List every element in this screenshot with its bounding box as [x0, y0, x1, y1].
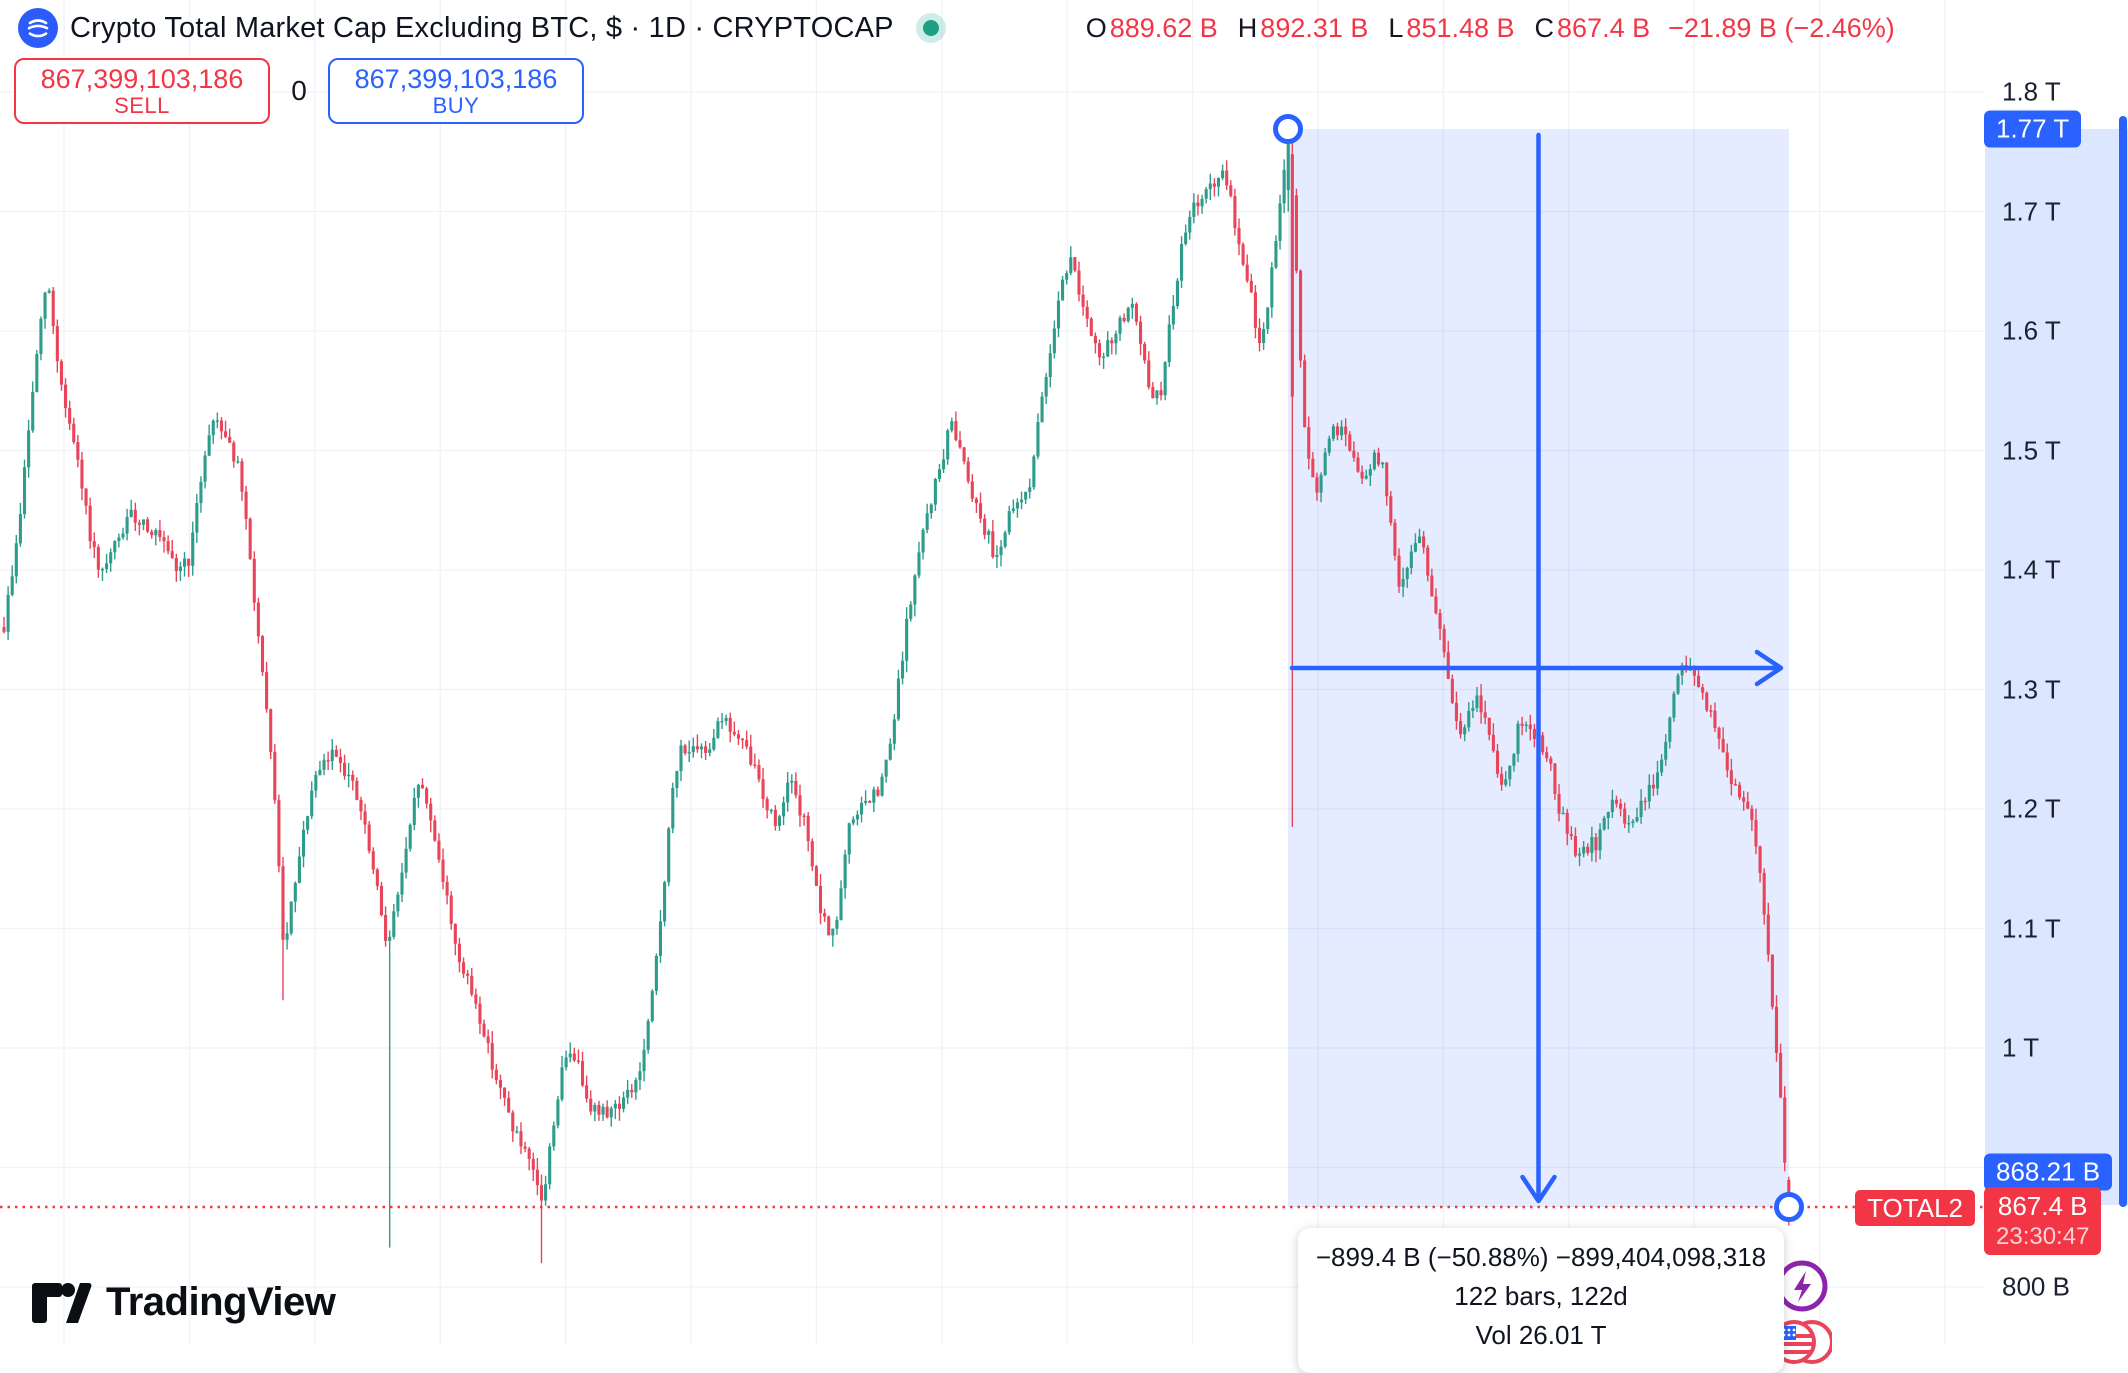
bar-close-countdown: 23:30:47 [1996, 1223, 2090, 1250]
open-value: 889.62 B [1109, 12, 1218, 43]
price-tick-1.5T: 1.5 T [2002, 435, 2061, 465]
symbol-badge-total2: TOTAL2 [1855, 1190, 1975, 1226]
buy-button[interactable]: 867,399,103,186 BUY [328, 58, 584, 124]
measure-volume-line: Vol 26.01 T [1475, 1320, 1607, 1350]
tradingview-logo[interactable]: TradingView [28, 1280, 336, 1325]
lightning-icon [1776, 1260, 1828, 1312]
chart-legend: Crypto Total Market Cap Excluding BTC, $… [18, 6, 1895, 50]
high-label: H [1237, 12, 1258, 43]
buy-caption: BUY [432, 93, 480, 118]
trade-panel: 867,399,103,186 SELL 0 867,399,103,186 B… [14, 58, 584, 124]
close-label: C [1534, 12, 1555, 43]
price-tick-1.8T: 1.8 T [2002, 76, 2061, 107]
price-tick-1.2T: 1.2 T [2002, 793, 2061, 824]
symbol-title[interactable]: Crypto Total Market Cap Excluding BTC, $… [70, 11, 894, 44]
price-tick-1.3T: 1.3 T [2002, 674, 2061, 704]
measure-end-price-label: 868.21 B [1984, 1153, 2113, 1191]
measure-change-line: −899.4 B (−50.88%) −899,404,098,318 [1315, 1242, 1767, 1272]
low-label: L [1388, 12, 1404, 43]
change-value: −21.89 B (−2.46%) [1668, 12, 1895, 43]
cryptocap-logo-icon[interactable] [18, 8, 58, 48]
measure-start-price-label: 1.77 T [1984, 110, 2082, 148]
last-price-label: 867.4 B 23:30:47 [1984, 1187, 2102, 1255]
price-tick-1.7T: 1.7 T [2002, 196, 2061, 226]
market-status-dot[interactable] [915, 13, 946, 43]
price-tick-1.1T: 1.1 T [2002, 913, 2061, 943]
sell-price: 867,399,103,186 [40, 64, 244, 94]
measure-tooltip: −899.4 B (−50.88%) −899,404,098,318 122 … [1298, 1228, 1784, 1373]
price-scale-measure-highlight [1985, 129, 2128, 1205]
low-value: 851.48 B [1406, 12, 1515, 43]
sell-button[interactable]: 867,399,103,186 SELL [14, 58, 270, 124]
last-price-value: 867.4 B [1997, 1191, 2088, 1221]
price-scale[interactable]: 1.8 T 1.7 T 1.6 T 1.5 T 1.4 T 1.3 T 1.2 T 1.1 T… [1984, 0, 2128, 1344]
high-value: 892.31 B [1260, 12, 1369, 43]
sell-caption: SELL [114, 93, 170, 118]
tradingview-mark-icon [29, 1282, 92, 1323]
price-scale-range-bar [2119, 116, 2127, 1207]
open-label: O [1085, 12, 1107, 43]
spread-value: 0 [291, 75, 307, 106]
price-tick-1.4T: 1.4 T [2002, 554, 2061, 585]
price-tick-800B: 800 B [2002, 1271, 2070, 1302]
price-tick-1.6T: 1.6 T [2002, 315, 2061, 346]
close-value: 867.4 B [1557, 12, 1651, 43]
tradingview-wordmark: TradingView [106, 1280, 336, 1324]
buy-price: 867,399,103,186 [354, 64, 558, 94]
price-tick-1T: 1 T [2002, 1032, 2040, 1063]
candlestick-chart-canvas[interactable] [0, 0, 2128, 1344]
ohlc-values: O 889.62 B H 892.31 B L 851.48 B C 867.4 B −… [1086, 13, 1895, 44]
measure-bars-line: 122 bars, 122d [1454, 1281, 1628, 1311]
